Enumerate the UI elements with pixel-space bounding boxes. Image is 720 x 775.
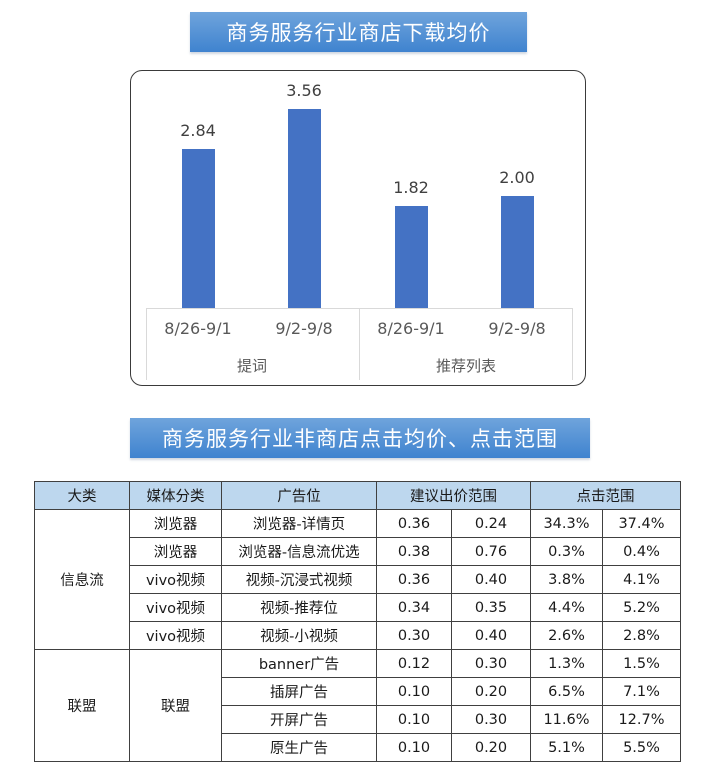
ctr-low-cell: 3.8% xyxy=(530,565,603,594)
chart-title-banner: 商务服务行业商店下载均价 xyxy=(190,12,527,52)
media-cell: 浏览器 xyxy=(129,537,222,566)
axis-divider-left xyxy=(146,308,147,380)
media-cell: 浏览器 xyxy=(129,509,222,538)
bar-chart: 2.84 3.56 1.82 2.00 8/26-9/1 9/2-9/8 8/2… xyxy=(130,70,586,386)
table-row: 信息流 浏览器 浏览器-详情页 0.36 0.24 34.3% 37.4% xyxy=(34,509,681,650)
ctr-high-cell: 7.1% xyxy=(602,677,681,706)
x-tick-3: 9/2-9/8 xyxy=(488,319,546,338)
bid-low-cell: 0.38 xyxy=(376,537,452,566)
ctr-high-cell: 0.4% xyxy=(602,537,681,566)
table-title-banner: 商务服务行业非商店点击均价、点击范围 xyxy=(130,418,590,458)
x-group-1: 推荐列表 xyxy=(435,357,496,375)
media-cell: 联盟 xyxy=(129,649,222,762)
ctr-high-cell: 2.8% xyxy=(602,621,681,650)
ctr-low-cell: 1.3% xyxy=(530,649,603,678)
table-row: vivo视频 视频-小视频 0.30 0.40 2.6% 2.8% xyxy=(35,621,681,650)
header-category: 大类 xyxy=(34,481,130,510)
bid-low-cell: 0.12 xyxy=(376,649,452,678)
x-group-0: 提词 xyxy=(236,357,267,375)
slot-cell: 视频-沉浸式视频 xyxy=(221,565,377,594)
bid-low-cell: 0.10 xyxy=(376,677,452,706)
bid-low-cell: 0.30 xyxy=(376,621,452,650)
bid-high-cell: 0.40 xyxy=(451,621,531,650)
x-tick-2: 8/26-9/1 xyxy=(377,319,445,338)
ctr-low-cell: 34.3% xyxy=(530,509,603,538)
bid-high-cell: 0.20 xyxy=(451,733,531,762)
bar-1 xyxy=(288,109,321,308)
bar-2 xyxy=(395,206,428,308)
ctr-low-cell: 5.1% xyxy=(530,733,603,762)
bar-3 xyxy=(501,196,534,308)
slot-cell: 浏览器-信息流优选 xyxy=(221,537,377,566)
media-cell: vivo视频 xyxy=(129,565,222,594)
data-label-0: 2.84 xyxy=(180,121,216,140)
bid-high-cell: 0.30 xyxy=(451,649,531,678)
axis-divider-mid xyxy=(359,308,360,380)
bid-high-cell: 0.35 xyxy=(451,593,531,622)
slot-cell: 插屏广告 xyxy=(221,677,377,706)
data-label-3: 2.00 xyxy=(499,168,535,187)
axis-divider-right xyxy=(572,308,573,380)
bid-high-cell: 0.76 xyxy=(451,537,531,566)
bid-high-cell: 0.40 xyxy=(451,565,531,594)
bid-low-cell: 0.36 xyxy=(376,509,452,538)
ctr-high-cell: 12.7% xyxy=(602,705,681,734)
table-row: vivo视频 视频-推荐位 0.34 0.35 4.4% 5.2% xyxy=(35,593,681,622)
bid-low-cell: 0.10 xyxy=(376,705,452,734)
ctr-low-cell: 6.5% xyxy=(530,677,603,706)
header-ad-slot: 广告位 xyxy=(221,481,377,510)
data-label-2: 1.82 xyxy=(393,178,429,197)
bid-high-cell: 0.24 xyxy=(451,509,531,538)
bid-low-cell: 0.10 xyxy=(376,733,452,762)
table-row: 浏览器 浏览器-信息流优选 0.38 0.76 0.3% 0.4% xyxy=(35,537,681,566)
ctr-high-cell: 5.2% xyxy=(602,593,681,622)
ctr-low-cell: 2.6% xyxy=(530,621,603,650)
slot-cell: 开屏广告 xyxy=(221,705,377,734)
ctr-high-cell: 37.4% xyxy=(602,509,681,538)
header-click-range: 点击范围 xyxy=(530,481,681,510)
table-row: vivo视频 视频-沉浸式视频 0.36 0.40 3.8% 4.1% xyxy=(35,565,681,594)
table-row: 联盟 联盟 banner广告 0.12 0.30 1.3% 1.5% xyxy=(34,649,681,762)
x-tick-0: 8/26-9/1 xyxy=(164,319,232,338)
ctr-low-cell: 0.3% xyxy=(530,537,603,566)
header-bid-range: 建议出价范围 xyxy=(376,481,531,510)
pricing-table: 大类 媒体分类 广告位 建议出价范围 点击范围 信息流 浏览器 浏览器-详情页 … xyxy=(34,481,681,762)
media-cell: vivo视频 xyxy=(129,621,222,650)
header-media: 媒体分类 xyxy=(129,481,222,510)
category-cell: 联盟 xyxy=(34,649,130,762)
bar-0 xyxy=(182,149,215,308)
slot-cell: banner广告 xyxy=(221,649,377,678)
bid-low-cell: 0.36 xyxy=(376,565,452,594)
ctr-high-cell: 5.5% xyxy=(602,733,681,762)
ctr-low-cell: 4.4% xyxy=(530,593,603,622)
table-header-row: 大类 媒体分类 广告位 建议出价范围 点击范围 xyxy=(34,481,681,510)
bid-low-cell: 0.34 xyxy=(376,593,452,622)
slot-cell: 视频-小视频 xyxy=(221,621,377,650)
data-label-1: 3.56 xyxy=(286,81,322,100)
ctr-low-cell: 11.6% xyxy=(530,705,603,734)
slot-cell: 视频-推荐位 xyxy=(221,593,377,622)
bid-high-cell: 0.20 xyxy=(451,677,531,706)
ctr-high-cell: 1.5% xyxy=(602,649,681,678)
table-row: 原生广告 0.10 0.20 5.1% 5.5% xyxy=(35,733,681,762)
bid-high-cell: 0.30 xyxy=(451,705,531,734)
media-cell: vivo视频 xyxy=(129,593,222,622)
ctr-high-cell: 4.1% xyxy=(602,565,681,594)
slot-cell: 浏览器-详情页 xyxy=(221,509,377,538)
category-cell: 信息流 xyxy=(34,509,130,650)
slot-cell: 原生广告 xyxy=(221,733,377,762)
x-tick-1: 9/2-9/8 xyxy=(275,319,333,338)
